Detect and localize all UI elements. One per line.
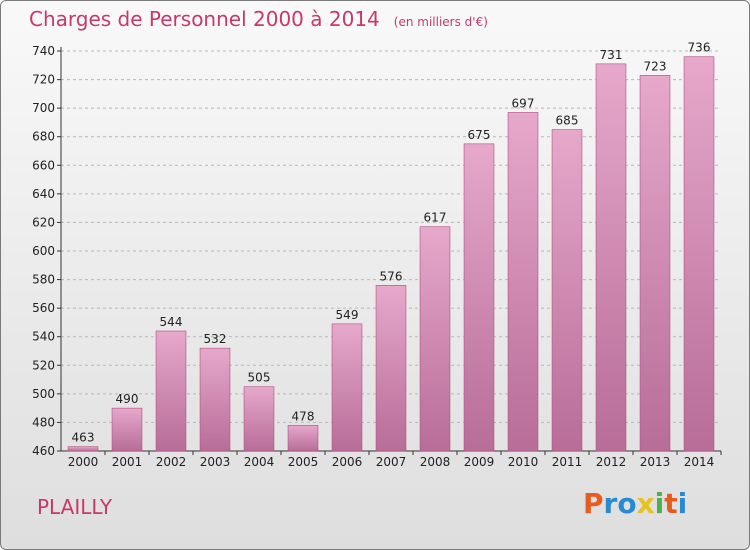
y-tick-label: 560	[32, 301, 55, 315]
data-label: 675	[468, 128, 491, 142]
bar	[331, 323, 363, 452]
logo-letter: x	[636, 487, 655, 520]
bar	[419, 226, 451, 452]
y-tick-label: 620	[32, 215, 55, 229]
x-tick-label: 2006	[332, 455, 363, 469]
data-label: 736	[688, 41, 711, 55]
data-label: 490	[116, 392, 139, 406]
bar	[287, 424, 319, 452]
bar	[199, 347, 231, 452]
bar	[551, 129, 583, 452]
commune-name: PLAILLY	[37, 495, 113, 519]
data-label: 731	[600, 48, 623, 62]
y-tick-label: 740	[32, 44, 55, 58]
logo-letter: i	[654, 487, 665, 520]
logo-letter: P	[583, 487, 604, 520]
chart-title: Charges de Personnel 2000 à 2014	[29, 7, 380, 31]
y-tick-label: 520	[32, 358, 55, 372]
x-tick-label: 2002	[156, 455, 187, 469]
y-tick-label: 580	[32, 273, 55, 287]
data-label: 685	[556, 114, 579, 128]
proxiti-logo: Proxiti	[583, 487, 687, 520]
bar	[507, 112, 539, 452]
x-tick-label: 2014	[684, 455, 715, 469]
data-label: 549	[336, 308, 359, 322]
data-label: 576	[380, 269, 403, 283]
bar	[683, 56, 715, 452]
bar	[595, 63, 627, 452]
data-label: 532	[204, 332, 227, 346]
x-tick-label: 2008	[420, 455, 451, 469]
logo-letter: t	[664, 487, 678, 520]
data-label: 463	[72, 431, 95, 445]
bar	[111, 407, 143, 452]
logo-letter: o	[617, 487, 637, 520]
bar	[639, 74, 671, 452]
y-tick-label: 540	[32, 330, 55, 344]
logo-letter: i	[677, 487, 688, 520]
x-tick-label: 2001	[112, 455, 143, 469]
y-tick-label: 680	[32, 130, 55, 144]
data-label: 544	[160, 315, 183, 329]
bar	[155, 330, 187, 452]
bar	[375, 284, 407, 452]
data-label: 617	[424, 211, 447, 225]
y-tick-label: 500	[32, 387, 55, 401]
y-tick-label: 600	[32, 244, 55, 258]
x-tick-label: 2012	[596, 455, 627, 469]
data-label: 723	[644, 59, 667, 73]
logo-letter: r	[603, 487, 618, 520]
y-tick-label: 480	[32, 415, 55, 429]
x-tick-label: 2009	[464, 455, 495, 469]
x-tick-label: 2000	[68, 455, 99, 469]
x-tick-label: 2004	[244, 455, 275, 469]
bar	[463, 143, 495, 452]
x-tick-label: 2003	[200, 455, 231, 469]
x-tick-label: 2013	[640, 455, 671, 469]
data-label: 505	[248, 371, 271, 385]
x-tick-label: 2005	[288, 455, 319, 469]
y-tick-label: 700	[32, 101, 55, 115]
bar	[67, 446, 99, 452]
bar	[243, 386, 275, 452]
y-tick-label: 720	[32, 73, 55, 87]
x-tick-label: 2011	[552, 455, 583, 469]
y-tick-label: 460	[32, 444, 55, 458]
y-tick-label: 640	[32, 187, 55, 201]
data-label: 697	[512, 96, 535, 110]
chart-title-block: Charges de Personnel 2000 à 2014 (en mill…	[29, 7, 488, 31]
x-tick-label: 2010	[508, 455, 539, 469]
x-tick-label: 2007	[376, 455, 407, 469]
chart-subtitle: (en milliers d'€)	[393, 15, 488, 29]
y-tick-label: 660	[32, 158, 55, 172]
data-label: 478	[292, 409, 315, 423]
